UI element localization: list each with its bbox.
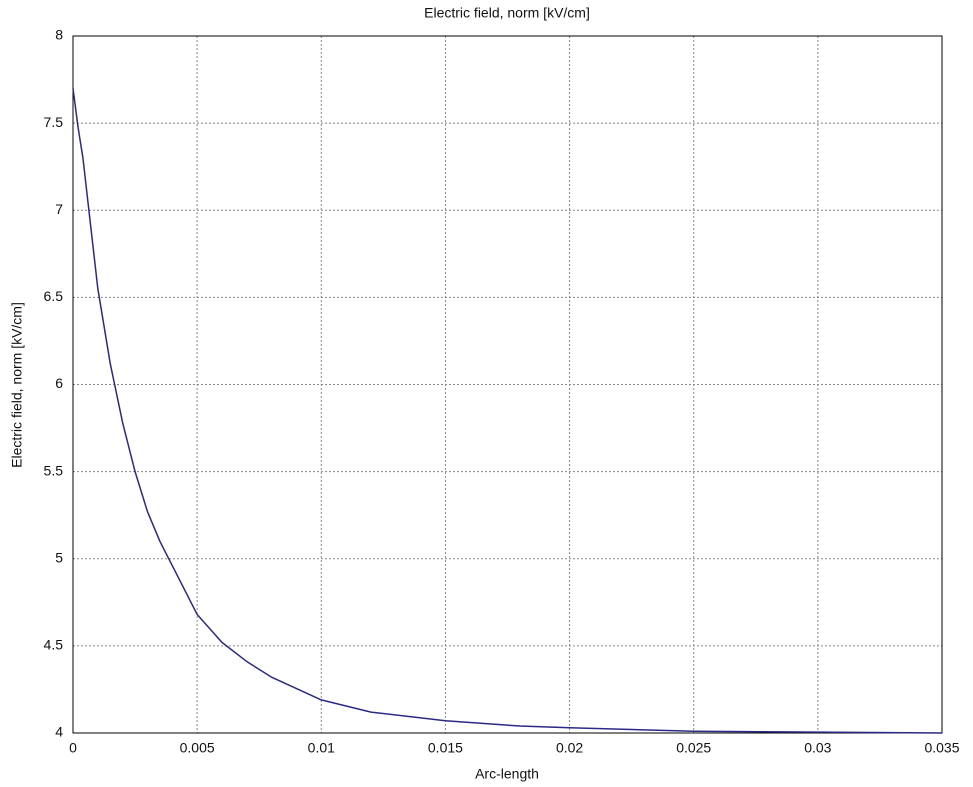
y-tick-label: 7	[55, 201, 63, 217]
chart: Electric field, norm [kV/cm] Arc-length …	[0, 0, 973, 787]
x-axis-label: Arc-length	[475, 766, 539, 782]
y-tick-label: 8	[55, 27, 63, 43]
x-tick-label: 0.01	[308, 740, 335, 756]
y-tick-label: 6	[55, 375, 63, 391]
y-axis-label: Electric field, norm [kV/cm]	[9, 302, 25, 468]
x-tick-label: 0.025	[676, 740, 711, 756]
x-tick-label: 0.035	[924, 740, 959, 756]
x-tick-label: 0.015	[428, 740, 463, 756]
y-tick-label: 4.5	[44, 637, 64, 653]
x-tick-label: 0.02	[556, 740, 583, 756]
plot-frame	[73, 36, 942, 733]
x-tick-label: 0.03	[804, 740, 831, 756]
x-tick-label: 0	[69, 740, 77, 756]
data-line	[73, 88, 942, 733]
y-tick-label: 7.5	[44, 114, 64, 130]
y-tick-label: 5	[55, 549, 63, 565]
y-tick-label: 5.5	[44, 462, 64, 478]
chart-title: Electric field, norm [kV/cm]	[424, 5, 590, 21]
y-tick-label: 4	[55, 724, 63, 740]
y-tick-label: 6.5	[44, 288, 64, 304]
x-tick-label: 0.005	[180, 740, 215, 756]
